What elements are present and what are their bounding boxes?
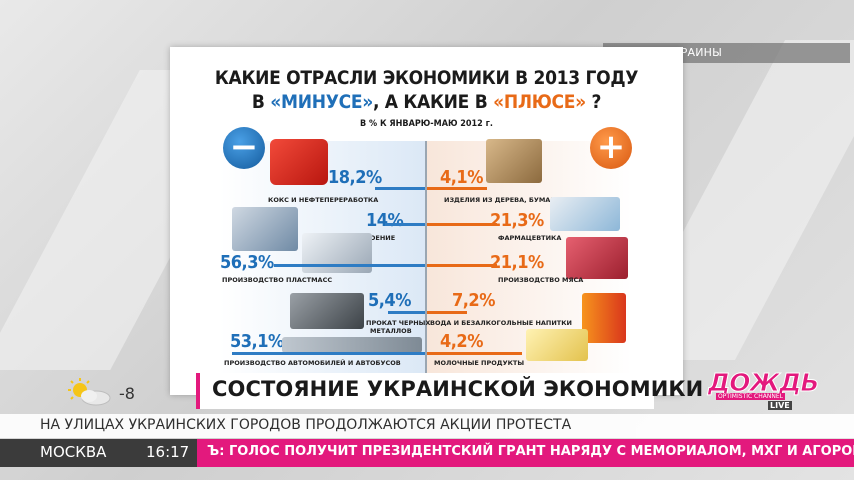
minus-label-5: ПРОИЗВОДСТВО АВТОМОБИЛЕЙ И АВТОБУСОВ bbox=[224, 359, 401, 367]
sun-cloud-icon bbox=[68, 378, 111, 406]
temperature: -8 bbox=[119, 384, 135, 403]
infographic-title-line2: В «МИНУСЕ», А КАКИЕ В «ПЛЮСЕ» ? bbox=[170, 91, 683, 113]
dairy-icon bbox=[526, 329, 588, 361]
weather-widget: -8 bbox=[64, 378, 154, 408]
clock: 16:17 bbox=[146, 443, 190, 461]
plus-label-4: ВОДА И БЕЗАЛКОГОЛЬНЫЕ НАПИТКИ bbox=[430, 319, 572, 327]
channel-tagline: OPTIMISTIC CHANNEL bbox=[716, 393, 785, 400]
live-badge: LIVE bbox=[768, 401, 792, 410]
headline-ticker: НА УЛИЦАХ УКРАИНСКИХ ГОРОДОВ ПРОДОЛЖАЮТС… bbox=[0, 414, 854, 438]
title-plus-word: «ПЛЮСЕ» bbox=[493, 91, 586, 113]
bottom-bar: МОСКВА 16:17 Ъ: ГОЛОС ПОЛУЧИТ ПРЕЗИДЕНТС… bbox=[0, 439, 854, 467]
minus-line-3 bbox=[274, 264, 425, 267]
bottles-icon bbox=[582, 293, 626, 343]
title-minus-word: «МИНУСЕ» bbox=[270, 91, 373, 113]
minus-label-3: ПРОИЗВОДСТВО ПЛАСТМАСС bbox=[222, 276, 333, 284]
plus-line-5 bbox=[427, 352, 522, 355]
cardboard-box-icon bbox=[486, 139, 542, 183]
plus-label-3: ПРОИЗВОДСТВО МЯСА bbox=[498, 276, 584, 284]
plus-value-3: 21,1% bbox=[490, 252, 544, 273]
news-ticker-text: Ъ: ГОЛОС ПОЛУЧИТ ПРЕЗИДЕНТСКИЙ ГРАНТ НАР… bbox=[207, 444, 854, 459]
minus-line-5 bbox=[232, 352, 425, 355]
infographic: КАКИЕ ОТРАСЛИ ЭКОНОМИКИ В 2013 ГОДУ В «М… bbox=[170, 47, 683, 395]
infographic-subtitle: В % К ЯНВАРЮ-МАЮ 2012 г. bbox=[360, 119, 493, 129]
plus-value-4: 7,2% bbox=[452, 290, 495, 311]
steel-beams-icon bbox=[290, 293, 364, 329]
machine-icon bbox=[232, 207, 298, 251]
plus-value-1: 4,1% bbox=[440, 167, 483, 188]
news-ticker: Ъ: ГОЛОС ПОЛУЧИТ ПРЕЗИДЕНТСКИЙ ГРАНТ НАР… bbox=[197, 439, 854, 467]
plus-line-4 bbox=[427, 311, 467, 314]
minus-value-4: 5,4% bbox=[368, 290, 411, 311]
pills-icon bbox=[550, 197, 620, 231]
fuel-canister-icon bbox=[270, 139, 328, 185]
title-text: ? bbox=[585, 91, 602, 113]
plus-label-1: ИЗДЕЛИЯ ИЗ ДЕРЕВА, БУМАГА bbox=[444, 196, 560, 204]
plus-value-2: 21,3% bbox=[490, 210, 544, 231]
cars-icon bbox=[282, 337, 422, 353]
minus-label-4b: МЕТАЛЛОВ bbox=[370, 327, 412, 335]
minus-line-2 bbox=[385, 223, 425, 226]
title-text: В bbox=[251, 91, 271, 113]
minus-line-1 bbox=[375, 187, 425, 190]
plus-value-5: 4,2% bbox=[440, 331, 483, 352]
plus-circle-icon: + bbox=[590, 127, 632, 169]
plus-line-3 bbox=[427, 264, 497, 267]
plastic-goods-icon bbox=[302, 233, 372, 273]
minus-circle-icon: − bbox=[223, 127, 265, 169]
meat-icon bbox=[566, 237, 628, 279]
channel-logo: ДОЖДЬ OPTIMISTIC CHANNEL LIVE bbox=[707, 368, 820, 414]
plus-label-5: МОЛОЧНЫЕ ПРОДУКТЫ bbox=[434, 359, 525, 367]
plus-line-2 bbox=[427, 223, 497, 226]
channel-brand: ДОЖДЬ bbox=[707, 368, 819, 398]
plus-line-1 bbox=[427, 187, 487, 190]
minus-label-1: КОКС И НЕФТЕПЕРЕРАБОТКА bbox=[268, 196, 379, 204]
minus-label-4: ПРОКАТ ЧЕРНЫХ bbox=[366, 319, 431, 327]
headline-text: НА УЛИЦАХ УКРАИНСКИХ ГОРОДОВ ПРОДОЛЖАЮТС… bbox=[40, 417, 572, 433]
minus-line-4 bbox=[388, 311, 425, 314]
minus-value-2: 14% bbox=[366, 210, 404, 231]
title-text: , А КАКИЕ В bbox=[372, 91, 494, 113]
infographic-title: КАКИЕ ОТРАСЛИ ЭКОНОМИКИ В 2013 ГОДУ bbox=[214, 67, 639, 89]
plus-label-2: ФАРМАЦЕВТИКА bbox=[498, 234, 562, 242]
minus-value-5: 53,1% bbox=[230, 331, 284, 352]
minus-value-3: 56,3% bbox=[220, 252, 274, 273]
minus-value-1: 18,2% bbox=[328, 167, 382, 188]
lower-third: СОСТОЯНИЕ УКРАИНСКОЙ ЭКОНОМИКИ bbox=[196, 373, 703, 409]
city-label: МОСКВА bbox=[40, 443, 107, 461]
lower-third-title: СОСТОЯНИЕ УКРАИНСКОЙ ЭКОНОМИКИ bbox=[212, 377, 704, 401]
column-divider bbox=[425, 141, 427, 395]
